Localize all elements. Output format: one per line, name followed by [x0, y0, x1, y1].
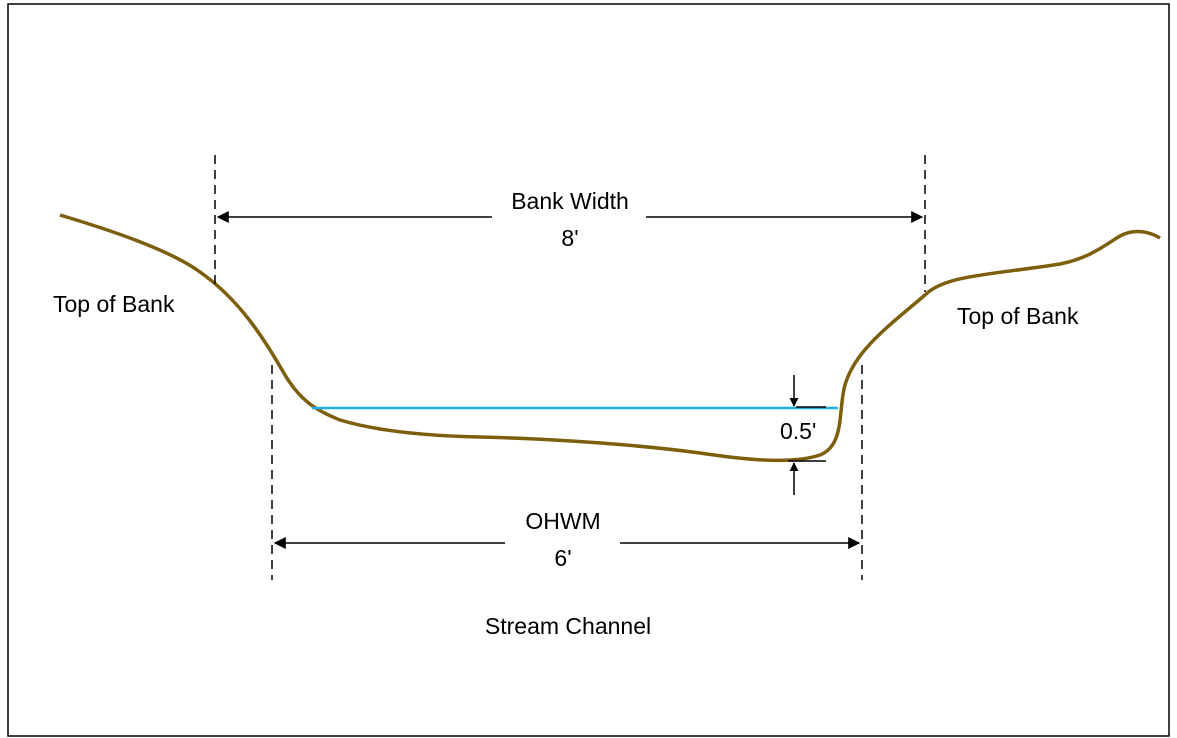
- depth-value: 0.5': [780, 418, 816, 444]
- frame: [7, 3, 1170, 737]
- stream-channel-label: Stream Channel: [485, 613, 651, 639]
- top-of-bank-right: Top of Bank: [957, 303, 1079, 329]
- top-of-bank-left: Top of Bank: [53, 291, 175, 317]
- stream-bank-profile: [59, 213, 1161, 463]
- bank-width-label: Bank Width: [511, 188, 629, 214]
- ohwm-value: 6': [554, 545, 571, 571]
- ohwm-label: OHWM: [525, 508, 600, 534]
- bank-width-value: 8': [561, 225, 578, 251]
